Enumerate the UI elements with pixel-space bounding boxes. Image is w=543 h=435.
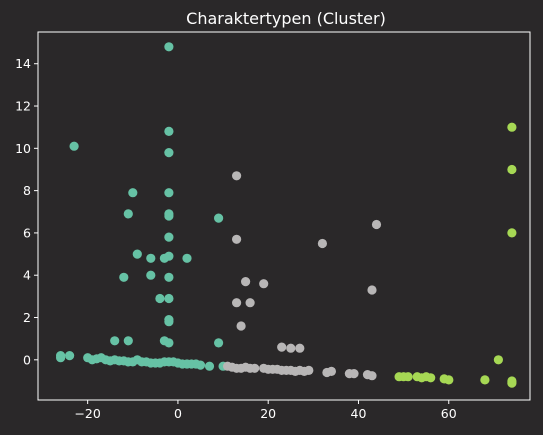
data-point-cluster-1 (164, 338, 174, 348)
data-point-cluster-1 (164, 126, 174, 136)
x-tick-label: −20 (74, 406, 100, 421)
data-point-cluster-3 (403, 372, 413, 382)
data-point-cluster-1 (214, 338, 224, 348)
y-tick-label: 4 (23, 268, 31, 283)
data-point-cluster-2 (241, 277, 251, 287)
data-point-cluster-1 (164, 251, 174, 261)
data-point-cluster-3 (507, 164, 517, 175)
data-point-cluster-1 (164, 209, 174, 219)
data-point-cluster-1 (164, 232, 174, 242)
data-point-cluster-1 (195, 360, 206, 370)
data-point-cluster-2 (304, 365, 314, 375)
data-point-cluster-1 (56, 353, 66, 363)
data-point-cluster-2 (232, 298, 242, 308)
data-point-cluster-2 (259, 279, 269, 289)
data-point-cluster-1 (155, 293, 165, 304)
data-point-cluster-3 (426, 373, 436, 383)
x-tick-label: 20 (260, 406, 276, 421)
data-point-cluster-3 (480, 375, 490, 385)
data-point-cluster-1 (182, 253, 192, 263)
data-point-cluster-2 (245, 298, 255, 308)
data-point-cluster-1 (164, 148, 174, 158)
y-tick-label: 8 (23, 183, 31, 198)
x-tick-label: 0 (174, 406, 182, 421)
data-point-cluster-3 (507, 228, 517, 238)
y-tick-label: 6 (23, 225, 31, 240)
data-point-cluster-3 (444, 375, 454, 385)
data-point-cluster-2 (277, 342, 287, 352)
data-point-cluster-1 (164, 293, 174, 304)
axis-ticks: −20 0 20 40 60 0 2 4 6 8 10 12 14 (15, 56, 457, 421)
data-point-cluster-1 (65, 351, 75, 361)
data-point-cluster-1 (164, 317, 174, 327)
data-point-cluster-1 (146, 253, 156, 263)
data-point-cluster-2 (236, 321, 246, 331)
data-point-cluster-2 (371, 219, 382, 230)
data-point-cluster-2 (367, 371, 377, 381)
data-points (56, 42, 517, 388)
data-point-cluster-2 (286, 343, 296, 353)
data-point-cluster-1 (110, 336, 120, 346)
y-tick-label: 10 (15, 141, 31, 156)
data-point-cluster-1 (164, 188, 174, 198)
data-point-cluster-3 (493, 355, 503, 365)
data-point-cluster-1 (123, 209, 133, 219)
data-point-cluster-3 (507, 378, 517, 388)
x-tick-label: 60 (441, 406, 457, 421)
data-point-cluster-2 (250, 363, 260, 373)
data-point-cluster-3 (507, 122, 517, 132)
y-tick-label: 12 (15, 99, 31, 114)
y-tick-label: 2 (23, 310, 31, 325)
data-point-cluster-2 (349, 369, 359, 379)
x-tick-label: 40 (351, 406, 367, 421)
data-point-cluster-1 (146, 270, 156, 280)
data-point-cluster-1 (164, 272, 174, 282)
data-point-cluster-1 (119, 272, 129, 282)
data-point-cluster-2 (367, 285, 377, 295)
data-point-cluster-1 (164, 42, 174, 52)
data-point-cluster-1 (132, 249, 142, 259)
data-point-cluster-1 (214, 213, 224, 223)
data-point-cluster-2 (295, 343, 305, 353)
data-point-cluster-2 (232, 234, 242, 244)
plot-frame (37, 31, 531, 401)
chart-title: Charaktertypen (Cluster) (186, 9, 386, 28)
data-point-cluster-1 (204, 361, 215, 371)
data-point-cluster-2 (232, 171, 242, 181)
data-point-cluster-2 (317, 238, 327, 249)
data-point-cluster-1 (128, 188, 138, 198)
data-point-cluster-2 (326, 366, 336, 376)
y-tick-label: 0 (23, 352, 31, 367)
data-point-cluster-1 (69, 141, 79, 151)
y-tick-label: 14 (15, 56, 31, 71)
data-point-cluster-1 (123, 336, 133, 346)
